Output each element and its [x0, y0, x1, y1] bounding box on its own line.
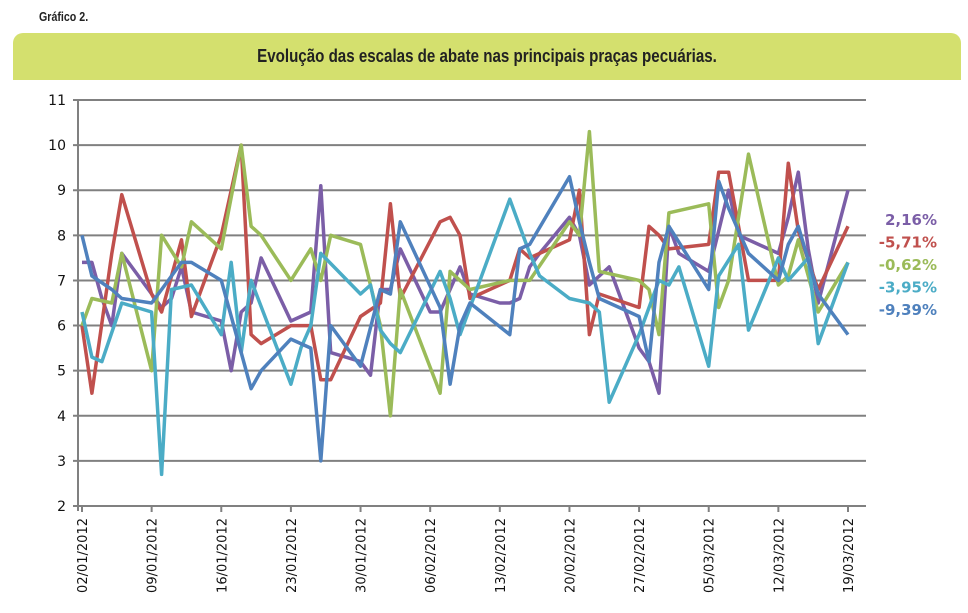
x-tick-label: 05/03/2012: [703, 518, 718, 593]
chart-title: Evolução das escalas de abate nas princi…: [257, 46, 717, 66]
legend-entry: -3,95%: [879, 279, 937, 297]
y-tick-label: 5: [57, 364, 66, 380]
x-tick-label: 06/02/2012: [424, 518, 439, 593]
y-tick-label: 8: [57, 228, 66, 244]
x-tick-label: 12/03/2012: [772, 518, 787, 593]
y-tick-label: 2: [57, 499, 66, 515]
x-tick-label: 19/03/2012: [842, 518, 857, 593]
x-tick-label: 20/02/2012: [563, 518, 578, 593]
series-line-2: [80, 143, 850, 395]
legend-entry: -5,71%: [879, 234, 937, 252]
x-tick-label: 23/01/2012: [285, 518, 300, 593]
chart-title-bar: Evolução das escalas de abate nas princi…: [13, 33, 961, 80]
series-line-4: [80, 197, 850, 477]
x-tick-label: 27/02/2012: [633, 518, 648, 593]
y-tick-label: 4: [57, 409, 66, 425]
y-tick-label: 10: [48, 138, 66, 154]
y-tick-label: 3: [57, 454, 66, 470]
series-line-5: [80, 174, 850, 463]
legend-entry: 2,16%: [885, 211, 937, 229]
y-tick-label: 9: [57, 183, 66, 199]
x-tick-label: 02/01/2012: [76, 518, 91, 593]
legend-entry: -0,62%: [879, 256, 937, 274]
series-line-1: [82, 170, 850, 395]
y-tick-label: 6: [57, 319, 66, 335]
x-tick-label: 30/01/2012: [355, 518, 370, 593]
x-tick-label: 09/01/2012: [146, 518, 161, 593]
legend-entry: -9,39%: [879, 301, 937, 319]
x-tick-label: 16/01/2012: [215, 518, 230, 593]
y-tick-label: 7: [57, 273, 66, 289]
y-tick-label: 11: [48, 93, 66, 109]
x-tick-label: 13/02/2012: [494, 518, 509, 593]
figure-label: Gráfico 2.: [39, 9, 89, 24]
